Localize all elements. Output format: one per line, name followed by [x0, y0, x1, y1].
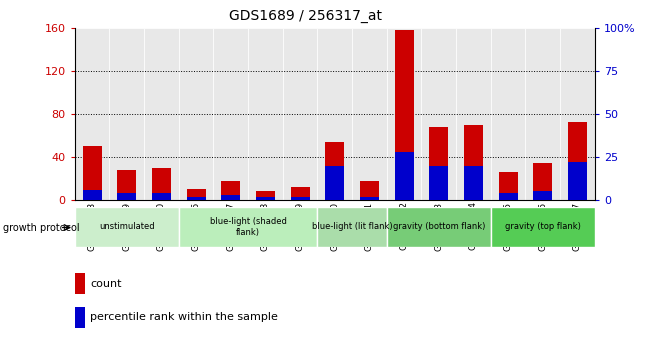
Bar: [456, 28, 491, 200]
Bar: [533, 191, 552, 200]
Bar: [429, 166, 448, 200]
Text: percentile rank within the sample: percentile rank within the sample: [90, 312, 278, 322]
Text: gravity (bottom flank): gravity (bottom flank): [393, 222, 485, 231]
Bar: [387, 28, 421, 200]
Text: GDS1689 / 256317_at: GDS1689 / 256317_at: [229, 9, 382, 23]
Bar: [109, 28, 144, 200]
Bar: [144, 28, 179, 200]
Bar: [325, 166, 344, 200]
Bar: [256, 197, 275, 200]
Bar: [291, 187, 309, 200]
Bar: [568, 122, 587, 200]
Bar: [117, 193, 136, 200]
Bar: [525, 28, 560, 200]
FancyBboxPatch shape: [179, 207, 317, 247]
Bar: [152, 193, 171, 200]
Bar: [560, 28, 595, 200]
Bar: [395, 152, 413, 200]
Bar: [187, 189, 205, 200]
Bar: [352, 28, 387, 200]
Bar: [533, 164, 552, 200]
Bar: [360, 197, 379, 200]
Bar: [152, 168, 171, 200]
Bar: [221, 181, 240, 200]
Text: count: count: [90, 279, 122, 289]
FancyBboxPatch shape: [491, 207, 595, 247]
Bar: [187, 197, 205, 200]
Text: unstimulated: unstimulated: [99, 222, 155, 231]
Bar: [421, 28, 456, 200]
FancyBboxPatch shape: [75, 207, 179, 247]
Bar: [179, 28, 213, 200]
FancyBboxPatch shape: [387, 207, 491, 247]
Bar: [75, 273, 85, 295]
Text: gravity (top flank): gravity (top flank): [505, 222, 580, 231]
Bar: [360, 181, 379, 200]
Bar: [491, 28, 525, 200]
Bar: [117, 170, 136, 200]
Text: growth protocol: growth protocol: [3, 223, 80, 233]
Bar: [283, 28, 317, 200]
Bar: [429, 127, 448, 200]
Bar: [221, 195, 240, 200]
Bar: [248, 28, 283, 200]
Bar: [499, 172, 517, 200]
Bar: [395, 30, 413, 200]
Bar: [464, 166, 483, 200]
Text: blue-light (shaded
flank): blue-light (shaded flank): [210, 217, 287, 237]
Bar: [568, 162, 587, 200]
Bar: [83, 190, 101, 200]
Bar: [499, 193, 517, 200]
Bar: [291, 197, 309, 200]
FancyBboxPatch shape: [317, 207, 387, 247]
Bar: [213, 28, 248, 200]
Bar: [256, 191, 275, 200]
Bar: [464, 125, 483, 200]
Bar: [75, 307, 85, 328]
Bar: [325, 142, 344, 200]
Bar: [317, 28, 352, 200]
Bar: [83, 146, 101, 200]
Bar: [75, 28, 109, 200]
Text: blue-light (lit flank): blue-light (lit flank): [312, 222, 393, 231]
